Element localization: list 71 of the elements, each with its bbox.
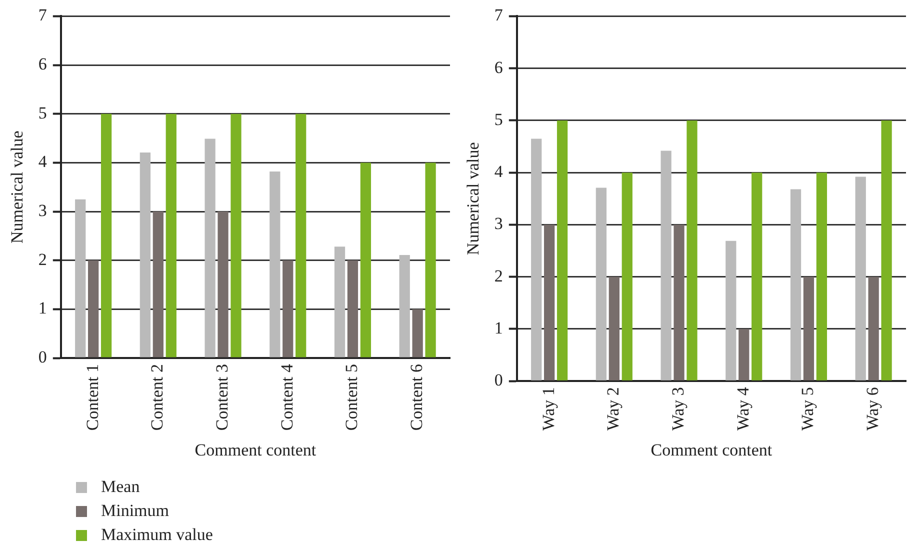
x-tick-label: Content 4 xyxy=(277,364,296,431)
bar xyxy=(803,276,814,380)
bar xyxy=(881,120,892,380)
y-tick-label: 5 xyxy=(38,103,47,122)
bar xyxy=(334,246,346,358)
bar xyxy=(752,172,762,380)
bar xyxy=(218,212,228,358)
y-tick-label: 3 xyxy=(38,200,47,220)
bar xyxy=(425,162,436,358)
x-tick-label: Way 3 xyxy=(668,387,688,431)
x-tick-label: Way 5 xyxy=(798,387,818,431)
y-tick-label: 2 xyxy=(494,266,503,286)
bar xyxy=(596,188,607,380)
y-axis-title: Numerical value xyxy=(8,130,27,244)
x-axis-title: Comment content xyxy=(194,440,316,460)
legend-label: Minimum xyxy=(101,501,170,521)
x-axis-title: Comment content xyxy=(650,440,772,460)
bar xyxy=(412,309,423,358)
bar xyxy=(816,172,828,380)
bar xyxy=(140,152,151,358)
y-tick-label: 0 xyxy=(38,347,47,366)
x-tick-label: Way 1 xyxy=(538,387,558,431)
bar xyxy=(674,224,684,380)
bar xyxy=(75,199,86,358)
y-tick-label: 7 xyxy=(38,6,48,25)
y-tick-label: 4 xyxy=(494,162,504,182)
bar xyxy=(204,138,216,358)
x-tick-label: Content 1 xyxy=(82,364,102,431)
x-tick-label: Way 2 xyxy=(604,387,623,431)
bar xyxy=(556,120,568,380)
bar xyxy=(270,171,280,358)
bar xyxy=(230,114,242,358)
bar xyxy=(608,276,620,380)
bar xyxy=(100,114,112,358)
bar xyxy=(855,176,866,380)
y-tick-label: 2 xyxy=(38,250,47,269)
y-tick-label: 0 xyxy=(494,370,503,390)
bar xyxy=(296,114,306,358)
y-tick-label: 1 xyxy=(38,298,47,318)
bar xyxy=(282,260,294,358)
bar xyxy=(726,240,736,380)
bar xyxy=(790,189,802,380)
bar xyxy=(166,114,176,358)
bar xyxy=(738,328,750,380)
bar xyxy=(152,212,164,358)
x-tick-label: Content 5 xyxy=(342,364,362,431)
y-axis-title: Numerical value xyxy=(464,142,483,256)
y-tick-label: 4 xyxy=(38,152,48,172)
bar xyxy=(544,224,555,380)
bar xyxy=(531,138,542,380)
y-tick-label: 3 xyxy=(494,214,503,234)
bar xyxy=(622,172,632,380)
bar xyxy=(868,276,879,380)
bar xyxy=(347,260,358,358)
x-tick-label: Way 6 xyxy=(863,387,882,431)
bar xyxy=(360,162,372,358)
legend-label: Maximum value xyxy=(101,525,213,545)
x-tick-label: Way 4 xyxy=(733,386,752,431)
x-tick-label: Content 3 xyxy=(212,364,232,431)
y-tick-label: 7 xyxy=(494,6,504,25)
x-tick-label: Content 2 xyxy=(148,364,167,431)
bar xyxy=(88,260,99,358)
y-tick-label: 1 xyxy=(494,318,503,338)
y-tick-label: 6 xyxy=(494,58,503,77)
legend-label: Mean xyxy=(101,477,140,497)
x-tick-label: Content 6 xyxy=(407,364,426,431)
y-tick-label: 6 xyxy=(38,54,47,74)
bar xyxy=(399,254,410,358)
bar xyxy=(686,120,698,380)
y-tick-label: 5 xyxy=(494,110,503,129)
bar xyxy=(660,150,672,380)
